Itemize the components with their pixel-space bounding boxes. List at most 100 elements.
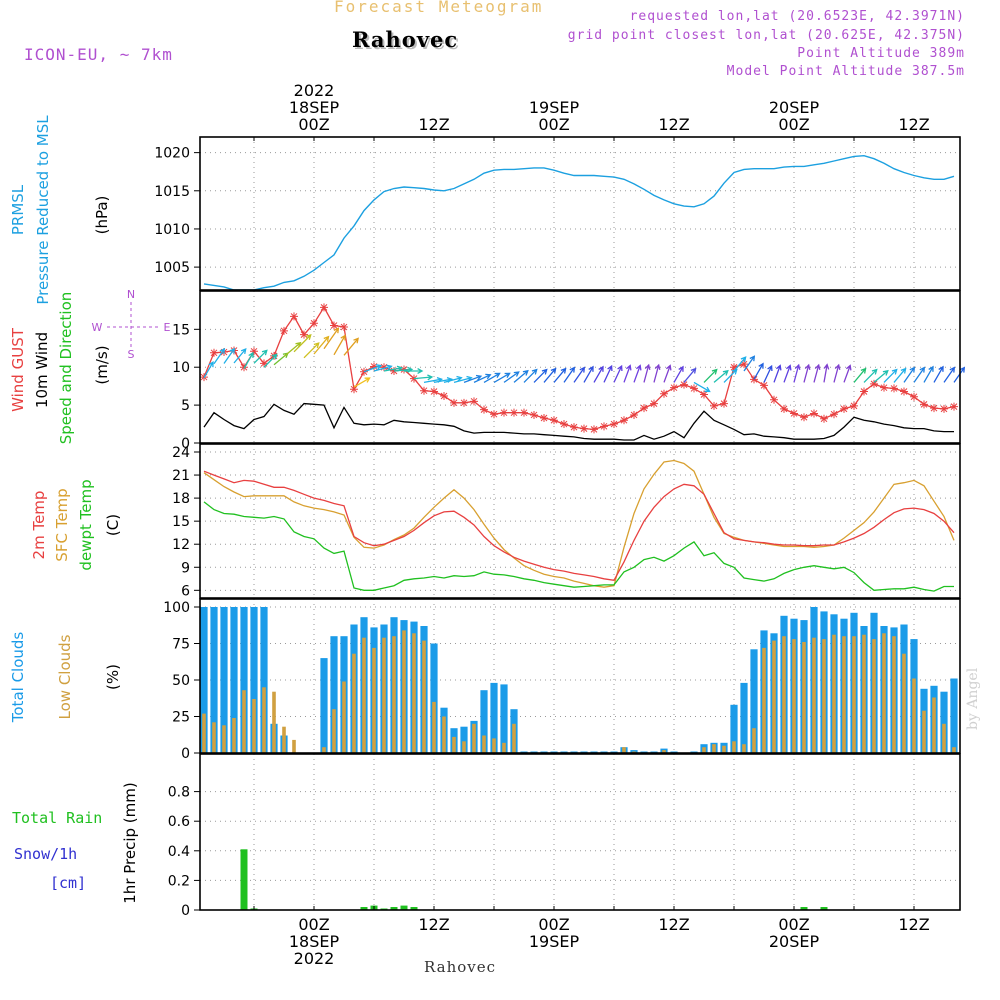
wind-arrow [693, 381, 711, 393]
wind-arrow [673, 365, 684, 383]
total-cloud-bar [480, 690, 488, 753]
wind-gust-label: Wind GUST [9, 327, 27, 412]
wind-arrow [473, 373, 492, 383]
total-cloud-bar [240, 607, 248, 753]
wind-arrow [633, 364, 642, 383]
y-tick-label: 18 [172, 491, 190, 507]
wind-arrow [533, 368, 548, 383]
footer-station: Rahovec [424, 958, 497, 976]
gust-marker [640, 404, 648, 413]
y-tick-label: 1015 [154, 184, 190, 200]
compass-icon: N S W E [92, 288, 171, 361]
low-cloud-bar [452, 736, 456, 753]
time-label-top: 00Z [298, 115, 329, 134]
wind-arrow [623, 364, 632, 383]
low-cloud-bar [412, 633, 416, 753]
low-cloud-bar [802, 642, 806, 753]
time-label-top: 00Z [538, 115, 569, 134]
gust-marker [720, 399, 728, 408]
panel-frame-temperature [199, 443, 961, 599]
low-cloud-bar [702, 747, 706, 753]
time-label-bottom: 00Z [298, 915, 329, 934]
wind-arrow [783, 364, 792, 383]
y-tick-label: 0 [181, 903, 190, 919]
y-tick-label: 0.6 [168, 814, 190, 830]
wind-arrow [313, 335, 330, 355]
wind-arrow [503, 371, 520, 383]
gust-marker [650, 399, 658, 408]
low-cloud-bar [512, 723, 516, 753]
wind-arrow [863, 368, 878, 383]
low-cloud-bar [372, 647, 376, 753]
wind-arrow [573, 366, 586, 383]
wind-arrow [603, 364, 613, 383]
low-cloud-bar [932, 697, 936, 753]
gust-marker [600, 422, 608, 431]
low-cloud-bar [622, 747, 626, 753]
pressure-label-name: PRMSL [9, 184, 27, 235]
rain-bar [820, 907, 828, 910]
total-cloud-bar [730, 704, 738, 753]
wind-arrow [213, 347, 226, 365]
y-tick-label: 5 [181, 398, 190, 414]
low-cloud-bar [262, 687, 266, 753]
time-label-top: 19SEP [529, 98, 580, 117]
wind-arrow [943, 366, 956, 383]
low-cloud-bar [352, 653, 356, 753]
y-tick-label: 10 [172, 360, 190, 376]
wind-arrow [683, 367, 697, 383]
wind-10m-label: 10m Wind [33, 332, 51, 408]
low-cloud-bar [742, 744, 746, 753]
low-cloud-bar [832, 634, 836, 753]
wind-arrow [933, 365, 944, 383]
point-altitude: Point Altitude 389m [797, 46, 965, 61]
gust-marker [520, 408, 528, 417]
gust-marker [890, 384, 898, 393]
wind-arrow [953, 366, 966, 383]
cloud-labels: Total Clouds Low Clouds (%) [9, 632, 122, 724]
time-label-bottom: 20SEP [769, 932, 820, 951]
wind-gust-line [203, 306, 955, 431]
y-tick-label: 0.4 [168, 844, 190, 860]
gust-marker [460, 398, 468, 407]
pressure-label-desc: Pressure Reduced to MSL [34, 115, 52, 305]
y-tick-label: 15 [172, 514, 190, 530]
time-label-top: 20SEP [769, 98, 820, 117]
gust-marker [920, 400, 928, 409]
dewpt-line [203, 501, 954, 592]
station-title: Rahovec [352, 27, 459, 52]
low-cloud-bar [402, 630, 406, 753]
y-tick-label: 100 [163, 600, 190, 616]
dewpt-label: dewpt Temp [77, 479, 95, 570]
y-tick-label: 0.2 [168, 873, 190, 889]
low-cloud-bar [942, 723, 946, 753]
gust-marker [820, 414, 828, 423]
wind-arrow [413, 374, 434, 381]
y-tick-label: 9 [181, 560, 190, 576]
gust-marker [440, 392, 448, 401]
wind-arrow [363, 364, 383, 373]
gust-marker [490, 410, 498, 419]
t2m-label: 2m Temp [30, 491, 48, 560]
wind-arrow [663, 364, 672, 383]
time-label-top: 00Z [778, 115, 809, 134]
compass-north: N [127, 288, 135, 301]
wind-arrow [893, 367, 907, 383]
wind-arrow [483, 372, 501, 383]
low-cloud-bar [462, 741, 466, 753]
panel-frame-pressure [199, 136, 961, 291]
grid-layer [200, 137, 960, 911]
y-tick-label: 25 [172, 710, 190, 726]
low-cloud-bar [662, 750, 666, 753]
wind-arrow [203, 361, 214, 379]
y-tick-label: 12 [172, 537, 190, 553]
gust-marker [500, 408, 508, 417]
rain-bar [800, 907, 808, 910]
gust-marker [810, 409, 818, 418]
wind-arrow [753, 362, 764, 380]
y-tick-label: 1005 [154, 260, 190, 276]
legend-total-rain: Total Rain [12, 809, 103, 827]
time-label-top: 12Z [418, 115, 449, 134]
clouds-unit-label: (%) [104, 664, 122, 690]
